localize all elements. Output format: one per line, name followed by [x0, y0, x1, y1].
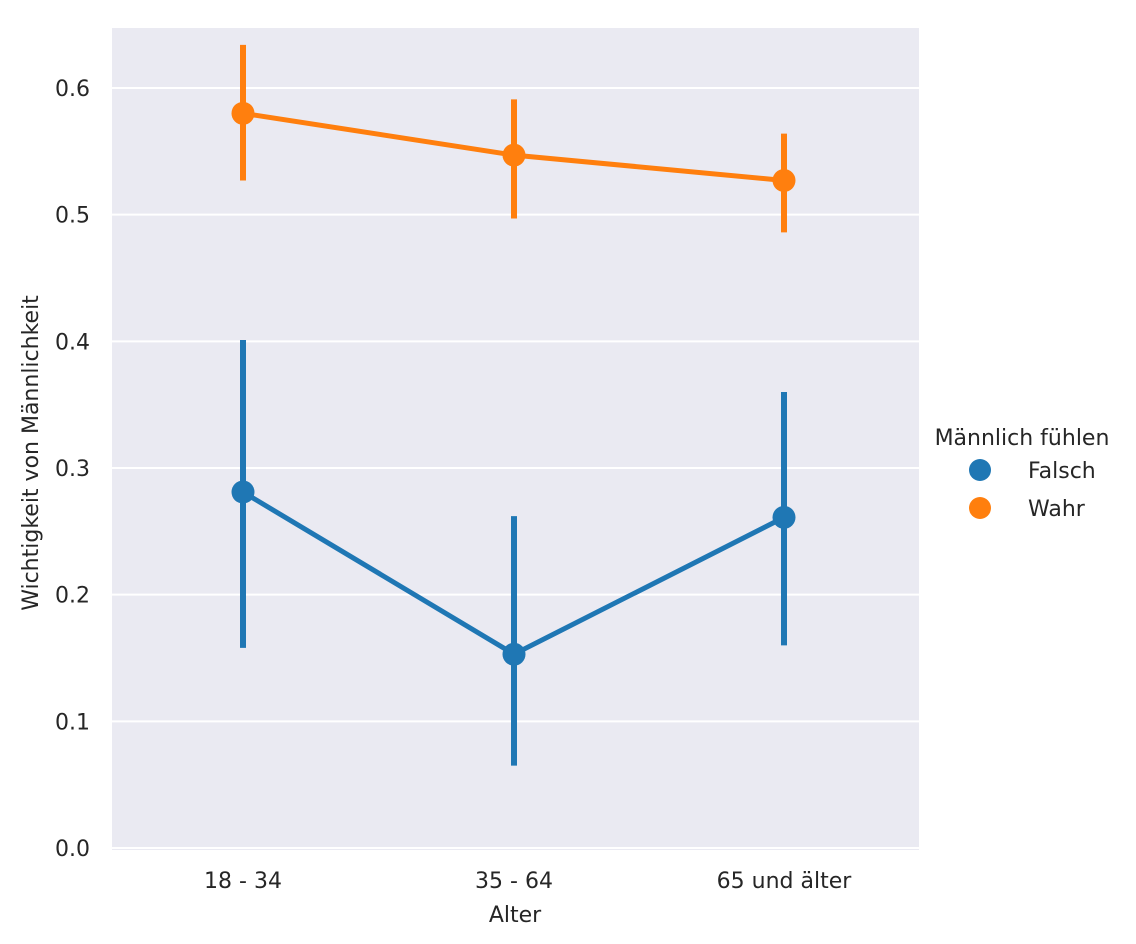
series-wahr: [231, 44, 796, 233]
x-tick-label: 18 - 34: [204, 869, 282, 894]
data-series: [231, 44, 796, 766]
y-axis-title: Wichtigkeit von Männlichkeit: [19, 295, 44, 611]
x-axis-ticks: 18 - 34 35 - 64 65 und älter: [204, 869, 852, 894]
y-tick-label: 0.0: [55, 837, 90, 862]
x-tick-label: 65 und älter: [717, 869, 853, 894]
data-point: [772, 168, 796, 192]
legend: Männlich fühlen Falsch Wahr: [935, 426, 1110, 522]
y-tick-label: 0.6: [55, 77, 90, 102]
legend-marker-wahr: [969, 497, 991, 519]
series-falsch: [231, 340, 796, 766]
data-point: [772, 505, 796, 529]
data-point: [231, 101, 255, 125]
data-point: [231, 480, 255, 504]
legend-label-falsch: Falsch: [1028, 459, 1096, 484]
y-tick-label: 0.3: [55, 457, 90, 482]
x-axis-title: Alter: [489, 903, 542, 928]
y-tick-label: 0.2: [55, 584, 90, 609]
x-tick-label: 35 - 64: [475, 869, 553, 894]
y-axis-ticks: 0.0 0.1 0.2 0.3 0.4 0.5 0.6: [55, 77, 90, 862]
y-tick-label: 0.5: [55, 204, 90, 229]
legend-marker-falsch: [969, 459, 991, 481]
legend-title: Männlich fühlen: [935, 426, 1110, 451]
data-point: [502, 143, 526, 167]
y-tick-label: 0.4: [55, 330, 90, 355]
data-point: [502, 642, 526, 666]
legend-label-wahr: Wahr: [1028, 497, 1086, 522]
y-tick-label: 0.1: [55, 710, 90, 735]
